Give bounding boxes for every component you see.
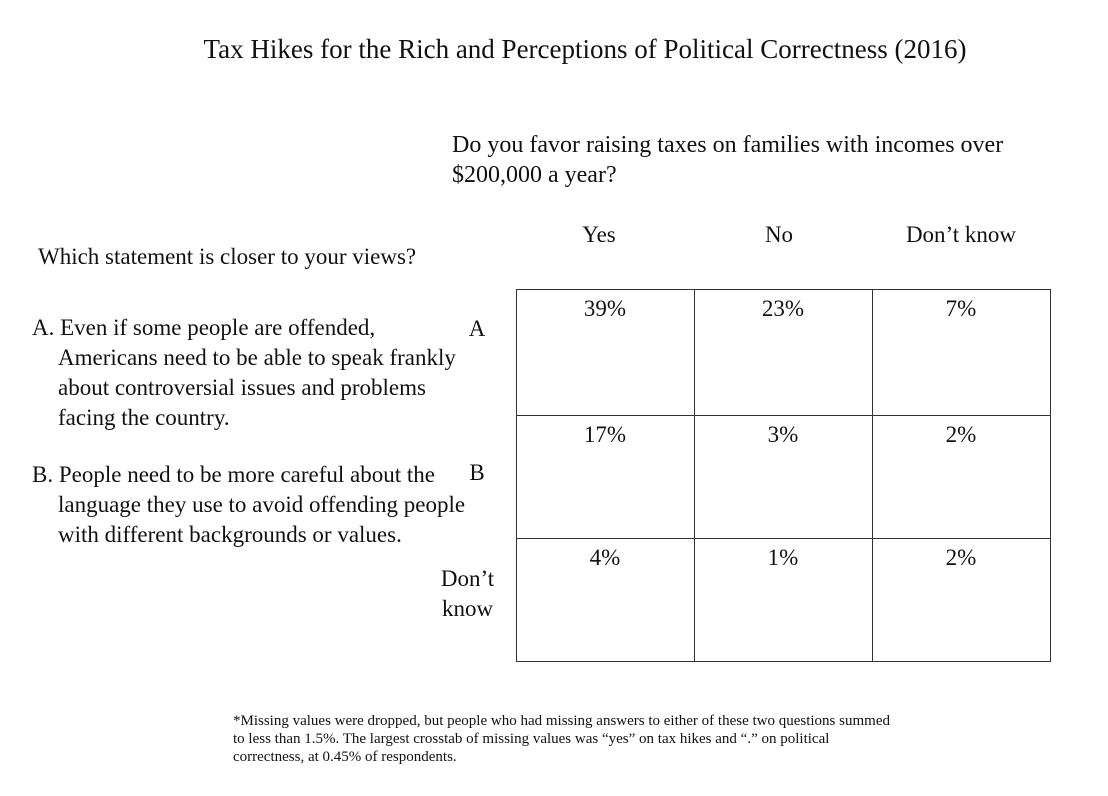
column-header-no: No	[764, 222, 794, 247]
chart-title: Tax Hikes for the Rich and Perceptions o…	[203, 34, 967, 64]
cell-a-yes: 39%	[583, 296, 627, 321]
cell-a-dont-know: 7%	[945, 296, 977, 321]
row-label-a: A	[468, 316, 486, 341]
cell-b-dont-know: 2%	[945, 422, 977, 447]
grid-divider-row-1	[516, 415, 1051, 416]
column-question: Do you favor raising taxes on families w…	[452, 132, 1004, 188]
cell-dont-know-no: 1%	[767, 545, 799, 570]
row-label-dont-know: Don’t know	[440, 566, 495, 621]
column-header-yes: Yes	[582, 222, 616, 247]
column-header-dont-know: Don’t know	[905, 222, 1017, 247]
cell-b-yes: 17%	[583, 422, 627, 447]
cell-b-no: 3%	[767, 422, 799, 447]
cell-dont-know-yes: 4%	[589, 545, 621, 570]
cell-a-no: 23%	[761, 296, 805, 321]
row-label-b: B	[469, 460, 485, 485]
statement-a: A. Even if some people are offended, Ame…	[32, 315, 456, 430]
row-question: Which statement is closer to your views?	[38, 244, 417, 269]
grid-divider-col-2	[872, 289, 873, 662]
statement-b: B. People need to be more careful about …	[32, 462, 466, 547]
footnote: *Missing values were dropped, but people…	[233, 713, 890, 765]
grid-divider-col-1	[694, 289, 695, 662]
crosstab-grid	[516, 289, 1051, 662]
cell-dont-know-dont-know: 2%	[945, 545, 977, 570]
grid-divider-row-2	[516, 538, 1051, 539]
